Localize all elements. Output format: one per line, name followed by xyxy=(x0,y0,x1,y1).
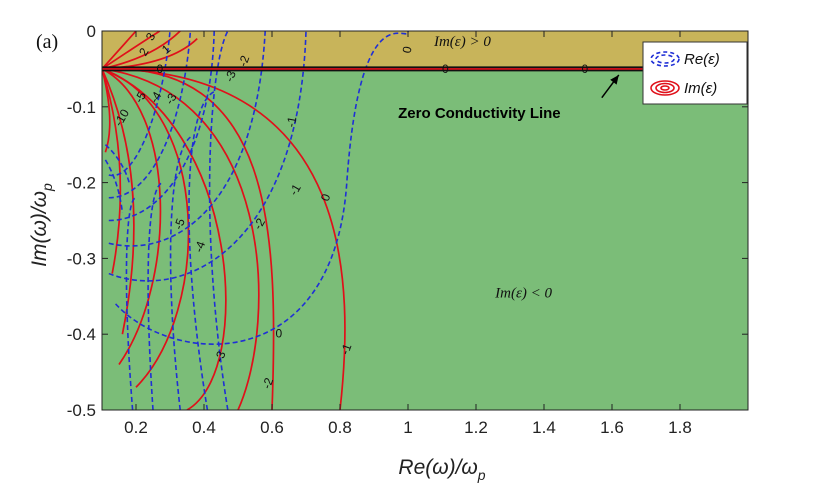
im-eps-contour-7 xyxy=(102,68,162,366)
x-tick-label: 0.2 xyxy=(124,418,148,437)
region-positive-label: Im(ε) > 0 xyxy=(433,34,491,50)
re-eps-level-label: 0 xyxy=(275,326,282,340)
contour-level-labels: 000-1-2-3-4-532 1-10-5-4-3-2-1-3-2-1 xyxy=(111,30,414,391)
im-eps-level-label: -2 xyxy=(259,375,276,390)
y-tick-label: -0.2 xyxy=(67,174,96,193)
re-eps-contour-2 xyxy=(169,136,191,410)
re-eps-level-label: -3 xyxy=(222,68,239,83)
y-tick-label: -0.3 xyxy=(67,249,96,268)
legend-im-epsilon-icon xyxy=(650,80,680,96)
y-tick-label: -0.4 xyxy=(67,325,96,344)
im-eps-contour-6 xyxy=(102,68,135,335)
x-tick-label: 1.2 xyxy=(464,418,488,437)
legend-im-epsilon-label: Im(ε) xyxy=(684,80,717,97)
plot-frame xyxy=(101,30,749,411)
im-eps-contour-5 xyxy=(102,68,122,274)
re-eps-contour-7 xyxy=(108,31,215,222)
contour-lines xyxy=(102,31,409,410)
y-tick-label: -0.1 xyxy=(67,98,96,117)
re-eps-contour-4 xyxy=(208,31,229,410)
x-axis-ticks: 0.2 0.4 0.6 0.8 1 1.2 1.4 1.6 1.8 xyxy=(124,31,692,437)
legend: Re(ε) Im(ε) xyxy=(642,41,748,105)
re-eps-contour-12 xyxy=(104,159,124,214)
zero-conductivity-line: 0 0 0 xyxy=(102,62,748,76)
im-eps-contour-0 xyxy=(102,31,161,70)
y-axis-label: Im(ω)/ωp xyxy=(28,183,55,267)
annotation-arrowhead xyxy=(610,74,619,85)
x-tick-label: 1 xyxy=(403,418,412,437)
re-eps-level-label: 0 xyxy=(400,45,415,54)
im-eps-contour-9 xyxy=(102,68,227,410)
y-tick-label: -0.5 xyxy=(67,401,96,420)
re-eps-level-label: -1 xyxy=(284,115,300,128)
panel-label: (a) xyxy=(36,31,58,53)
y-tick-label: 0 xyxy=(87,22,96,41)
x-tick-label: 0.8 xyxy=(328,418,352,437)
zero-conductivity-annotation: Zero Conductivity Line xyxy=(398,74,620,122)
zero-line-label: 0 xyxy=(581,62,588,76)
im-eps-contour-11 xyxy=(102,68,346,410)
re-eps-contour-6 xyxy=(108,31,192,199)
re-eps-contour-9 xyxy=(108,31,307,282)
annotation-text: Zero Conductivity Line xyxy=(398,105,561,122)
zero-line-label: 0 xyxy=(442,62,449,76)
region-im-positive xyxy=(102,31,748,69)
legend-re-epsilon-icon xyxy=(650,51,680,67)
x-axis-label: Re(ω)/ωp xyxy=(398,456,485,483)
legend-re-epsilon-label: Re(ε) xyxy=(684,51,720,68)
re-eps-contour-10 xyxy=(115,31,409,345)
re-eps-contour-11 xyxy=(104,144,130,183)
zero-line-label: 0 xyxy=(156,62,163,76)
re-eps-contour-1 xyxy=(147,181,164,410)
re-eps-contour-3 xyxy=(188,90,215,410)
im-eps-level-label: -1 xyxy=(338,341,355,356)
x-tick-label: 1.8 xyxy=(668,418,692,437)
im-eps-contour-10 xyxy=(102,68,260,410)
im-eps-level-label: -3 xyxy=(212,349,229,364)
re-eps-level-label: -5 xyxy=(171,216,188,231)
x-tick-label: 0.4 xyxy=(192,418,216,437)
im-eps-contour-3 xyxy=(102,31,137,70)
re-eps-contour-5 xyxy=(108,31,171,177)
y-axis-ticks: 0 -0.1 -0.2 -0.3 -0.4 -0.5 xyxy=(67,22,748,420)
x-tick-label: 1.6 xyxy=(600,418,624,437)
region-im-negative xyxy=(102,68,748,411)
x-tick-label: 1.4 xyxy=(532,418,556,437)
re-eps-level-label: -2 xyxy=(236,53,253,68)
x-tick-label: 0.6 xyxy=(260,418,284,437)
region-negative-label: Im(ε) < 0 xyxy=(494,286,552,302)
re-eps-contour-0 xyxy=(125,196,137,410)
re-eps-level-label: 0 xyxy=(318,192,334,203)
im-eps-contour-8 xyxy=(102,68,190,388)
re-eps-level-label: -4 xyxy=(191,239,208,254)
re-eps-contour-8 xyxy=(108,31,266,247)
